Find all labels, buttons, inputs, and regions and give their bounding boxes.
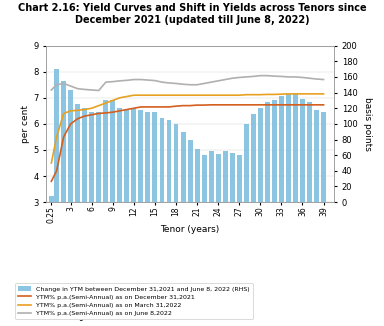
Bar (180, 132, 185, 280)
Text: Source:: Source: (15, 312, 48, 321)
Bar (265, 102, 270, 280)
Bar (195, 149, 200, 280)
Y-axis label: per cent: per cent (21, 105, 30, 143)
Bar (223, 151, 228, 280)
Legend: Change in YTM between December 31,2021 and June 8, 2022 (RHS), YTM% p.a.(Semi-An: Change in YTM between December 31,2021 a… (15, 283, 253, 319)
Bar (209, 151, 214, 280)
Bar (75, 104, 80, 280)
Bar (139, 110, 143, 280)
Bar (188, 140, 192, 280)
Bar (286, 94, 291, 280)
Bar (314, 110, 319, 280)
Bar (272, 100, 277, 280)
Bar (244, 124, 249, 280)
Bar (82, 108, 87, 280)
Bar (307, 102, 312, 280)
Bar (300, 99, 305, 280)
Bar (216, 154, 221, 280)
Bar (118, 108, 122, 280)
Bar (68, 90, 73, 280)
Bar (167, 120, 172, 280)
Bar (293, 93, 298, 280)
Bar (230, 153, 235, 280)
Y-axis label: basis points: basis points (363, 97, 372, 151)
Bar (159, 118, 164, 280)
Bar (251, 114, 256, 280)
Bar (49, 196, 54, 280)
Bar (146, 112, 151, 280)
Text: Chart 2.16: Yield Curves and Shift in Yields across Tenors since
December 2021 (: Chart 2.16: Yield Curves and Shift in Yi… (18, 3, 366, 25)
Bar (131, 108, 136, 280)
Bar (103, 100, 108, 280)
Bar (89, 112, 94, 280)
Text: Bloomberg: Bloomberg (40, 312, 84, 321)
Bar (96, 112, 101, 280)
Bar (174, 124, 179, 280)
Bar (124, 110, 129, 280)
Bar (321, 112, 326, 280)
Bar (258, 108, 263, 280)
X-axis label: Tenor (years): Tenor (years) (161, 225, 220, 233)
Bar (54, 69, 59, 280)
Bar (152, 112, 157, 280)
Bar (110, 100, 115, 280)
Bar (279, 96, 284, 280)
Bar (237, 155, 242, 280)
Bar (61, 81, 66, 280)
Bar (202, 155, 207, 280)
